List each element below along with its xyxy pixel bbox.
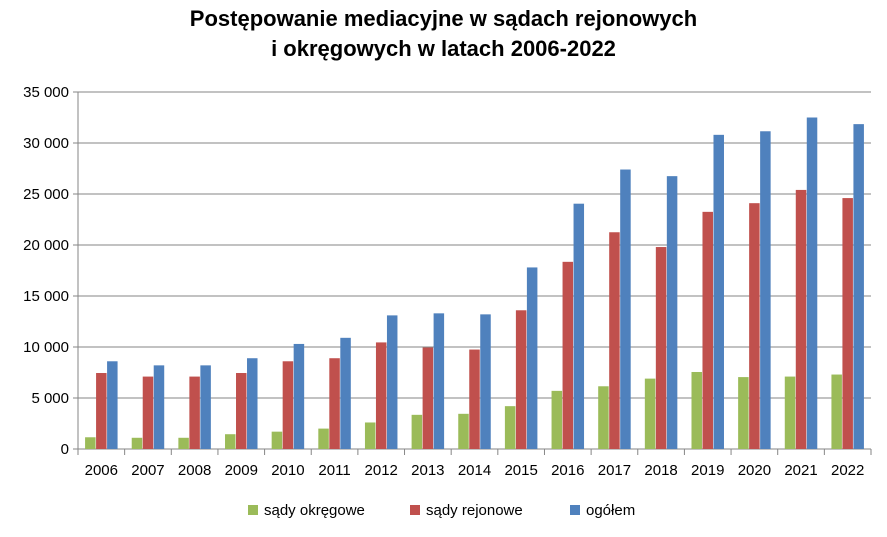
bar [189, 376, 200, 449]
bar [551, 390, 563, 449]
bar [340, 337, 351, 449]
legend-label: sądy okręgowe [264, 502, 365, 519]
bar [142, 376, 154, 449]
y-tick-label: 10 000 [23, 339, 69, 356]
y-tick-label: 5 000 [31, 390, 69, 407]
bar [153, 365, 165, 449]
bar [842, 198, 853, 449]
bar [422, 347, 434, 449]
bar [85, 437, 96, 449]
x-tick-label: 2014 [458, 462, 491, 479]
x-tick-label: 2006 [85, 462, 118, 479]
bar [329, 358, 340, 449]
bar [691, 371, 702, 449]
bar [225, 434, 236, 449]
bar [96, 373, 107, 449]
legend: sądy okręgowe sądy rejonowe ogółem [248, 502, 635, 519]
bar [655, 247, 667, 449]
bar [620, 169, 631, 449]
chart-title-line-1: Postępowanie mediacyjne w sądach rejonow… [189, 6, 698, 31]
bar [666, 176, 678, 449]
bar [713, 134, 724, 449]
legend-label: sądy rejonowe [426, 502, 523, 519]
bar [247, 358, 258, 449]
x-tick-label: 2020 [738, 462, 771, 479]
bar [293, 343, 305, 449]
bar [562, 261, 574, 449]
bar [702, 211, 713, 449]
bar [433, 313, 445, 449]
legend-swatch [248, 505, 258, 515]
bar [282, 361, 294, 449]
x-tick-label: 2007 [131, 462, 164, 479]
bar [853, 124, 864, 449]
bar [749, 203, 760, 449]
x-tick-label: 2016 [551, 462, 584, 479]
bar [200, 365, 211, 449]
x-tick-label: 2012 [365, 462, 398, 479]
bar [573, 203, 585, 449]
bar [318, 428, 329, 449]
x-tick-label: 2013 [411, 462, 444, 479]
bar [526, 267, 538, 449]
x-tick-label: 2011 [318, 462, 350, 479]
x-tick-label: 2019 [691, 462, 724, 479]
y-tick-label: 25 000 [23, 186, 69, 203]
x-tick-label: 2021 [784, 462, 817, 479]
y-tick-labels: 0 5 000 10 000 15 000 20 000 25 000 30 000 35 0… [23, 84, 69, 458]
bar [795, 189, 807, 450]
bar [386, 315, 398, 449]
x-tick-label: 2009 [225, 462, 258, 479]
bar [598, 386, 609, 449]
bar [806, 117, 818, 449]
bar [738, 377, 749, 449]
bar [131, 437, 143, 449]
bar [271, 431, 283, 449]
bar [504, 406, 516, 449]
legend-swatch [410, 505, 420, 515]
y-tick-label: 30 000 [23, 135, 69, 152]
bar [107, 361, 118, 449]
y-tick-label: 15 000 [23, 288, 69, 305]
x-tick-label: 2018 [644, 462, 677, 479]
legend-label: ogółem [586, 502, 635, 519]
bar [178, 437, 189, 449]
y-tick-label: 35 000 [23, 84, 69, 101]
legend-swatch [570, 505, 580, 515]
chart-title-line-2: i okręgowych w latach 2006-2022 [271, 36, 616, 61]
bar [609, 232, 620, 449]
bar [784, 376, 796, 449]
bar [458, 413, 469, 449]
x-tick-labels: 2006 2007 2008 2009 2010 2011 2012 2013 2014 2015… [85, 462, 865, 479]
bar [411, 414, 423, 449]
x-tick-label: 2022 [831, 462, 864, 479]
x-tick-label: 2015 [504, 462, 537, 479]
x-tick-label: 2008 [178, 462, 211, 479]
bar [515, 310, 527, 449]
bar [236, 373, 247, 449]
x-tick-label: 2010 [271, 462, 304, 479]
bar [364, 422, 376, 449]
chart-title: Postępowanie mediacyjne w sądach rejonow… [0, 4, 887, 64]
bar [644, 378, 656, 449]
bars [85, 117, 864, 450]
bar [469, 349, 480, 449]
y-tick-label: 0 [61, 441, 69, 458]
bar [480, 314, 491, 449]
bar [831, 374, 842, 449]
bar [760, 131, 771, 449]
bar [375, 342, 387, 449]
y-tick-label: 20 000 [23, 237, 69, 254]
x-tick-label: 2017 [598, 462, 631, 479]
